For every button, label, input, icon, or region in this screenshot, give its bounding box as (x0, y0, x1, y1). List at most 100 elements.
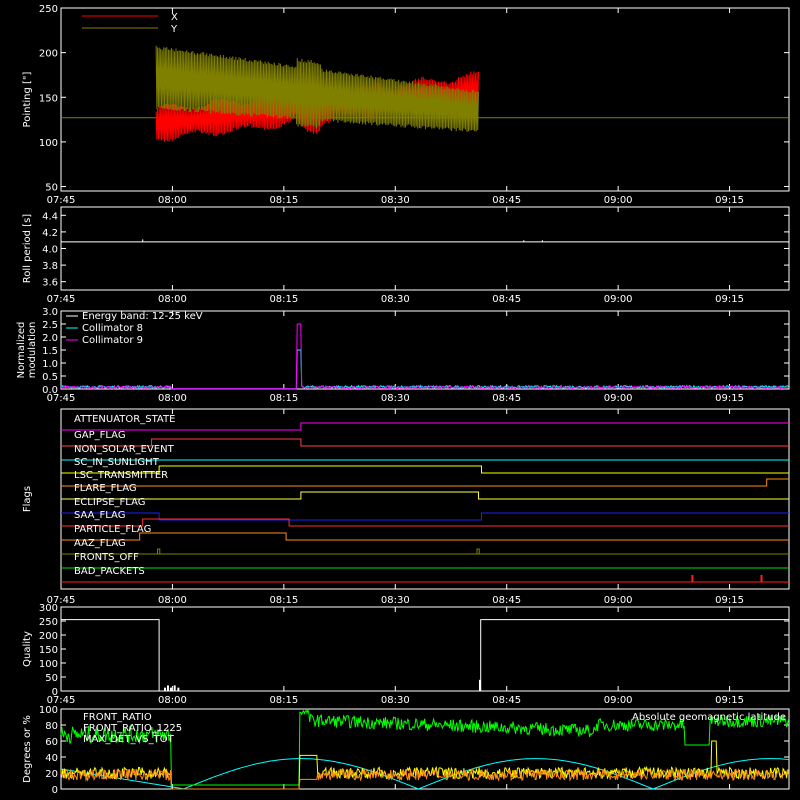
panel-3-ylabel: Normalizedmodulation (16, 322, 38, 379)
panel-6-ylabel: Degrees or % (22, 715, 33, 783)
panel-4-xtick-label: 09:00 (604, 595, 633, 606)
flag-saa-flag-line (61, 518, 789, 527)
panel-5-ytick-label: 0 (52, 687, 58, 698)
panel-5-ytick-label: 50 (45, 673, 58, 684)
flag-attenuator-state-line (61, 422, 789, 431)
panel-6-ytick-label: 100 (39, 705, 58, 716)
series-y-pointing (155, 45, 479, 132)
flag-bad-packets-label: BAD_PACKETS (74, 566, 145, 577)
panel-4-xtick-label: 08:30 (381, 595, 410, 606)
panel-3-xtick-label: 09:00 (604, 393, 633, 404)
panel-1-ytick-label: 150 (39, 93, 58, 104)
panel-4-xtick-label: 08:00 (158, 595, 187, 606)
aaz-flag-blip (157, 548, 161, 554)
panel-5-ytick-label: 300 (39, 603, 58, 614)
front-ratio-1225-series (60, 708, 789, 786)
panel-1-xtick-label: 08:45 (492, 195, 521, 206)
panel-1-frame (60, 7, 790, 192)
flag-sc-in-sunlight-label: SC_IN_SUNLIGHT (74, 457, 160, 468)
flag-sc-in-sunlight-line (61, 465, 789, 474)
flag-particle-flag-line (61, 532, 789, 541)
flag-lsc-transmitter-line (61, 478, 789, 487)
panel-3-ytick-label: 2.0 (42, 333, 58, 344)
panel-6-ytick-label: 20 (45, 769, 58, 780)
panel-1-xtick-label: 08:30 (381, 195, 410, 206)
collimator-8-series (60, 349, 789, 390)
panel-2-xtick-label: 09:15 (715, 294, 744, 305)
panel-4-xtick-label: 07:45 (47, 595, 76, 606)
panel-1-ytick-label: 250 (39, 4, 58, 15)
panel-6-ytick-label: 0 (52, 785, 58, 796)
panel-1-ytick-label: 50 (45, 183, 58, 194)
panel-5-xtick-label: 08:45 (492, 695, 521, 706)
flag-flare-flag-label: FLARE_FLAG (74, 483, 137, 494)
panel-3-ytick-label: 0.0 (42, 385, 58, 396)
panel-1-ylabel: Pointing ["] (22, 71, 33, 127)
panel-3-ylabel-line: Normalized (16, 322, 27, 379)
panel-1-ytick-label: 100 (39, 138, 58, 149)
panel-2-ytick-label: 3.6 (42, 278, 58, 289)
panel-3-ylabel-line: modulation (27, 322, 38, 379)
panel-1-xtick-label: 08:00 (158, 195, 187, 206)
flag-gap-flag-line (61, 438, 789, 447)
panel-2-xtick-label: 08:00 (158, 294, 187, 305)
panel-3-xtick-label: 08:00 (158, 393, 187, 404)
panel-5-ytick-label: 200 (39, 631, 58, 642)
panel-3-ytick-label: 1.0 (42, 359, 58, 370)
flag-flare-flag-line (61, 491, 789, 500)
panel-3-ytick-label: 3.0 (42, 307, 58, 318)
panel-4-xtick-label: 08:45 (492, 595, 521, 606)
panel-3-xtick-label: 08:30 (381, 393, 410, 404)
panel-3-xtick-label: 09:15 (715, 393, 744, 404)
panel-5-xtick-label: 09:00 (604, 695, 633, 706)
quality-line (61, 619, 789, 692)
panel-3-xtick-label: 08:15 (269, 393, 298, 404)
panel-5-ytick-label: 250 (39, 617, 58, 628)
panel-5-xtick-label: 09:15 (715, 695, 744, 706)
legend-x-label: X (171, 12, 178, 23)
flag-attenuator-state-label: ATTENUATOR_STATE (74, 414, 175, 425)
panel-5-ytick-label: 150 (39, 645, 58, 656)
panel-3-ytick-label: 0.5 (42, 372, 58, 383)
panel-2-ytick-label: 4.2 (42, 228, 58, 239)
legend-modulation-label: Collimator 8 (82, 323, 143, 334)
panel-3-frame (60, 310, 790, 390)
legend-degrees-label: FRONT_RATIO (83, 712, 152, 723)
panel-5-xtick-label: 08:15 (269, 695, 298, 706)
panel-3-xtick-label: 07:45 (47, 393, 76, 404)
front-ratio-series (60, 740, 789, 790)
flag-saa-flag-label: SAA_FLAG (74, 510, 125, 521)
panel-2-frame (60, 206, 790, 291)
panel-4-xtick-label: 09:15 (715, 595, 744, 606)
flag-particle-flag-label: PARTICLE_FLAG (74, 524, 151, 535)
panel-1-ytick-label: 200 (39, 49, 58, 60)
flag-fronts-off-label: FRONTS_OFF (74, 552, 139, 563)
panel-2-xtick-label: 08:45 (492, 294, 521, 305)
panel-4-ylabel: Flags (22, 486, 33, 512)
flag-eclipse-flag-line (61, 512, 789, 521)
panel-5-ylabel: Quality (22, 631, 33, 667)
panel-5-xtick-label: 08:30 (381, 695, 410, 706)
legend-y-label: Y (170, 24, 178, 35)
panel-1-xtick-label: 08:15 (269, 195, 298, 206)
panel-5-ytick-label: 100 (39, 659, 58, 670)
panel-6-ytick-label: 40 (45, 753, 58, 764)
panel-1-xtick-label: 09:15 (715, 195, 744, 206)
panel-6-frame (60, 708, 790, 790)
flag-gap-flag-label: GAP_FLAG (74, 430, 126, 441)
panel-1-xtick-label: 07:45 (47, 195, 76, 206)
legend-degrees-label: MAX_DET_VS_TOT (83, 734, 175, 745)
aaz-flag-blip (476, 548, 480, 554)
panel-2-xtick-label: 08:30 (381, 294, 410, 305)
flag-lsc-transmitter-label: LSC_TRANSMITTER (74, 470, 168, 481)
panel-2-ylabel: Roll period [s] (22, 214, 33, 283)
collimator-9-series (60, 323, 789, 390)
panel-2-xtick-label: 08:15 (269, 294, 298, 305)
panel-1-xtick-label: 09:00 (604, 195, 633, 206)
panel-3-xtick-label: 08:45 (492, 393, 521, 404)
legend-geomagnetic-label: Absolute geomagnetic latitude (632, 712, 786, 723)
legend-modulation-label: Energy band: 12-25 keV (82, 311, 203, 322)
flag-eclipse-flag-label: ECLIPSE_FLAG (74, 497, 145, 508)
legend-modulation-label: Collimator 9 (82, 335, 143, 346)
